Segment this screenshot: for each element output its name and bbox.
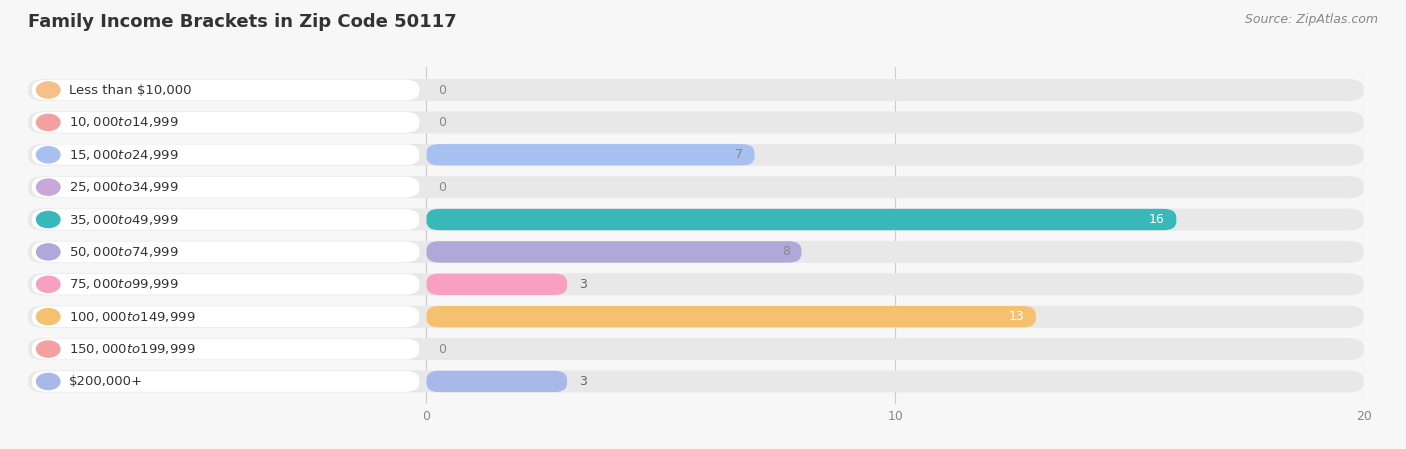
FancyBboxPatch shape <box>426 306 1036 327</box>
FancyBboxPatch shape <box>28 273 1364 295</box>
Text: 16: 16 <box>1149 213 1164 226</box>
Circle shape <box>37 179 60 195</box>
FancyBboxPatch shape <box>426 371 567 392</box>
FancyBboxPatch shape <box>32 209 419 230</box>
Text: 0: 0 <box>439 343 446 356</box>
Circle shape <box>37 147 60 163</box>
Circle shape <box>37 114 60 131</box>
Text: 13: 13 <box>1008 310 1024 323</box>
FancyBboxPatch shape <box>426 241 801 263</box>
Text: Source: ZipAtlas.com: Source: ZipAtlas.com <box>1244 13 1378 26</box>
Circle shape <box>37 82 60 98</box>
FancyBboxPatch shape <box>32 339 419 359</box>
Circle shape <box>37 341 60 357</box>
FancyBboxPatch shape <box>28 338 1364 360</box>
Text: $200,000+: $200,000+ <box>69 375 143 388</box>
Text: $35,000 to $49,999: $35,000 to $49,999 <box>69 212 179 227</box>
Text: Less than $10,000: Less than $10,000 <box>69 84 191 97</box>
Text: Family Income Brackets in Zip Code 50117: Family Income Brackets in Zip Code 50117 <box>28 13 457 31</box>
FancyBboxPatch shape <box>28 306 1364 328</box>
FancyBboxPatch shape <box>28 144 1364 166</box>
Text: 7: 7 <box>735 148 742 161</box>
Circle shape <box>37 211 60 228</box>
FancyBboxPatch shape <box>28 241 1364 263</box>
FancyBboxPatch shape <box>32 306 419 327</box>
FancyBboxPatch shape <box>32 177 419 198</box>
Circle shape <box>37 244 60 260</box>
Text: 0: 0 <box>439 116 446 129</box>
FancyBboxPatch shape <box>426 144 755 166</box>
Circle shape <box>37 373 60 390</box>
Text: $150,000 to $199,999: $150,000 to $199,999 <box>69 342 195 356</box>
Circle shape <box>37 308 60 325</box>
Circle shape <box>37 276 60 292</box>
Text: 0: 0 <box>439 84 446 97</box>
FancyBboxPatch shape <box>28 208 1364 230</box>
FancyBboxPatch shape <box>32 145 419 165</box>
Text: 8: 8 <box>782 246 790 259</box>
FancyBboxPatch shape <box>28 176 1364 198</box>
Text: $50,000 to $74,999: $50,000 to $74,999 <box>69 245 179 259</box>
Text: $75,000 to $99,999: $75,000 to $99,999 <box>69 277 179 291</box>
Text: $15,000 to $24,999: $15,000 to $24,999 <box>69 148 179 162</box>
Text: $25,000 to $34,999: $25,000 to $34,999 <box>69 180 179 194</box>
Text: 3: 3 <box>579 375 586 388</box>
FancyBboxPatch shape <box>32 371 419 392</box>
FancyBboxPatch shape <box>28 370 1364 392</box>
FancyBboxPatch shape <box>28 79 1364 101</box>
FancyBboxPatch shape <box>28 111 1364 133</box>
Text: $10,000 to $14,999: $10,000 to $14,999 <box>69 115 179 129</box>
FancyBboxPatch shape <box>32 242 419 262</box>
Text: $100,000 to $149,999: $100,000 to $149,999 <box>69 310 195 324</box>
FancyBboxPatch shape <box>32 112 419 133</box>
FancyBboxPatch shape <box>32 274 419 295</box>
FancyBboxPatch shape <box>426 273 567 295</box>
Text: 0: 0 <box>439 180 446 194</box>
FancyBboxPatch shape <box>426 209 1177 230</box>
FancyBboxPatch shape <box>32 79 419 101</box>
Text: 3: 3 <box>579 278 586 291</box>
